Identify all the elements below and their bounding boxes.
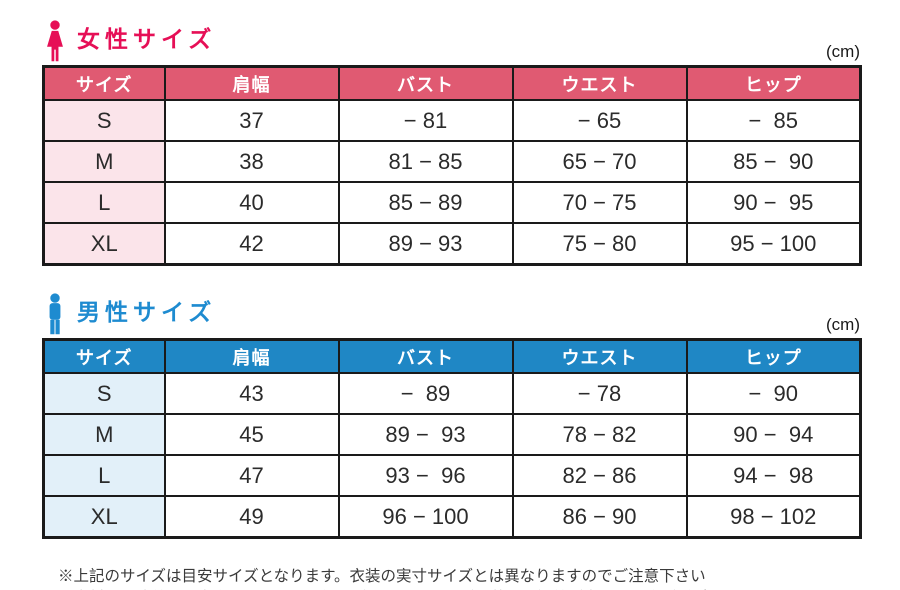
value-cell: 95 − 100 xyxy=(685,222,862,266)
male-icon xyxy=(42,293,68,335)
women-header-row: サイズ 肩幅 バスト ウエスト ヒップ xyxy=(42,65,862,101)
men-section-title-group: 男性サイズ xyxy=(42,293,216,335)
value-cell: − 78 xyxy=(511,372,688,415)
table-row: M 45 89 − 93 78 − 82 90 − 94 xyxy=(42,413,862,456)
size-cell: L xyxy=(42,181,166,224)
column-header-waist: ウエスト xyxy=(511,338,688,374)
table-row: XL 49 96 − 100 86 − 90 98 − 102 xyxy=(42,495,862,539)
value-cell: 47 xyxy=(163,454,340,497)
women-section-title: 女性サイズ xyxy=(77,25,217,52)
value-cell: 94 − 98 xyxy=(685,454,862,497)
note-line: ※上記のサイズは目安サイズとなります。衣装の実寸サイズとは異なりますのでご注意下… xyxy=(58,568,706,585)
size-cell: M xyxy=(42,140,166,183)
value-cell: 85 − 89 xyxy=(337,181,514,224)
value-cell: 89 − 93 xyxy=(337,413,514,456)
column-header-size: サイズ xyxy=(42,65,166,101)
men-unit-label: (cm) xyxy=(826,315,860,334)
men-size-section: 男性サイズ (cm) サイズ 肩幅 バスト ウエスト ヒップ S 43 − 89 xyxy=(42,287,862,539)
size-cell: XL xyxy=(42,495,166,539)
value-cell: 70 − 75 xyxy=(511,181,688,224)
table-row: L 40 85 − 89 70 − 75 90 − 95 xyxy=(42,181,862,224)
column-header-shoulder: 肩幅 xyxy=(163,65,340,101)
column-header-shoulder: 肩幅 xyxy=(163,338,340,374)
women-section-header: 女性サイズ (cm) xyxy=(42,14,860,62)
value-cell: 37 xyxy=(163,99,340,142)
value-cell: 90 − 95 xyxy=(685,181,862,224)
value-cell: 86 − 90 xyxy=(511,495,688,539)
men-size-table: サイズ 肩幅 バスト ウエスト ヒップ S 43 − 89 − 78 − 90 … xyxy=(42,338,862,539)
column-header-size: サイズ xyxy=(42,338,166,374)
footer-notes: ※上記のサイズは目安サイズとなります。衣装の実寸サイズとは異なりますのでご注意下… xyxy=(58,566,860,590)
size-cell: L xyxy=(42,454,166,497)
value-cell: 75 − 80 xyxy=(511,222,688,266)
value-cell: 82 − 86 xyxy=(511,454,688,497)
value-cell: 42 xyxy=(163,222,340,266)
table-row: S 37 − 81 − 65 − 85 xyxy=(42,99,862,142)
column-header-waist: ウエスト xyxy=(511,65,688,101)
column-header-bust: バスト xyxy=(337,338,514,374)
men-header-row: サイズ 肩幅 バスト ウエスト ヒップ xyxy=(42,338,862,374)
value-cell: 38 xyxy=(163,140,340,183)
women-size-section: 女性サイズ (cm) サイズ 肩幅 バスト ウエスト ヒップ S 37 − 81 xyxy=(42,14,862,266)
column-header-bust: バスト xyxy=(337,65,514,101)
size-cell: XL xyxy=(42,222,166,266)
table-row: M 38 81 − 85 65 − 70 85 − 90 xyxy=(42,140,862,183)
column-header-hip: ヒップ xyxy=(685,338,862,374)
table-row: XL 42 89 − 93 75 − 80 95 − 100 xyxy=(42,222,862,266)
size-cell: S xyxy=(42,372,166,415)
table-row: L 47 93 − 96 82 − 86 94 − 98 xyxy=(42,454,862,497)
value-cell: 78 − 82 xyxy=(511,413,688,456)
women-unit-label: (cm) xyxy=(826,42,860,61)
value-cell: 49 xyxy=(163,495,340,539)
size-cell: S xyxy=(42,99,166,142)
value-cell: 65 − 70 xyxy=(511,140,688,183)
value-cell: − 81 xyxy=(337,99,514,142)
men-section-header: 男性サイズ (cm) xyxy=(42,287,860,335)
value-cell: 89 − 93 xyxy=(337,222,514,266)
value-cell: 98 − 102 xyxy=(685,495,862,539)
value-cell: 96 − 100 xyxy=(337,495,514,539)
value-cell: 90 − 94 xyxy=(685,413,862,456)
table-row: S 43 − 89 − 78 − 90 xyxy=(42,372,862,415)
value-cell: − 90 xyxy=(685,372,862,415)
value-cell: 85 − 90 xyxy=(685,140,862,183)
value-cell: 81 − 85 xyxy=(337,140,514,183)
women-size-table: サイズ 肩幅 バスト ウエスト ヒップ S 37 − 81 − 65 − 85 … xyxy=(42,65,862,266)
value-cell: 45 xyxy=(163,413,340,456)
women-section-title-group: 女性サイズ xyxy=(42,20,216,62)
value-cell: − 89 xyxy=(337,372,514,415)
value-cell: 40 xyxy=(163,181,340,224)
value-cell: − 85 xyxy=(685,99,862,142)
value-cell: 43 xyxy=(163,372,340,415)
value-cell: 93 − 96 xyxy=(337,454,514,497)
value-cell: − 65 xyxy=(511,99,688,142)
size-cell: M xyxy=(42,413,166,456)
female-icon xyxy=(42,20,68,62)
column-header-hip: ヒップ xyxy=(685,65,862,101)
men-section-title: 男性サイズ xyxy=(77,298,217,325)
